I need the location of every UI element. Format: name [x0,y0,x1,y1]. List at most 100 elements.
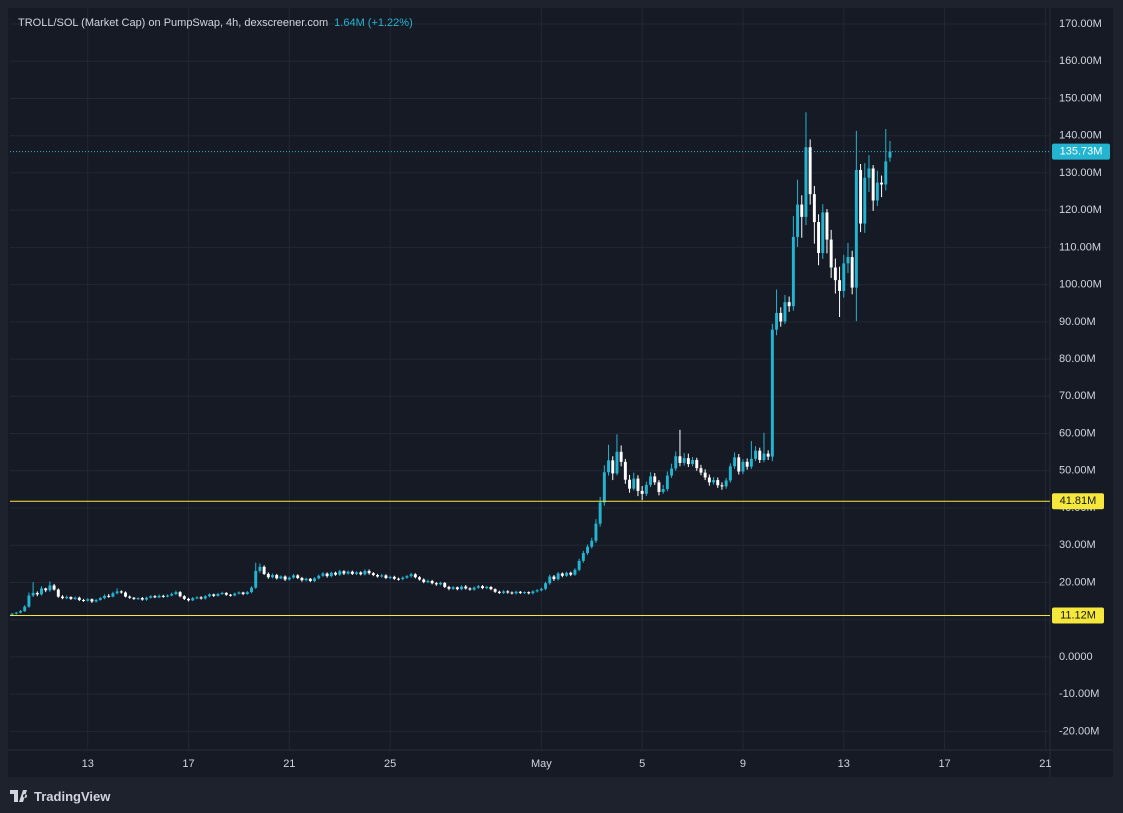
candle-body [346,571,350,574]
candle-body [833,267,837,281]
price-change: 1.64M (+1.22%) [334,17,413,29]
candle-body [61,596,64,599]
candle-body [187,598,190,601]
candle-body [31,592,35,596]
candle-body [485,586,489,589]
candle-body [220,592,224,595]
candle-body [829,239,833,268]
candle-body [733,457,737,467]
candle-body [182,596,186,599]
candle-body [787,302,791,307]
candle-body [586,546,590,554]
candle-body [619,451,623,462]
candle-body [296,575,300,578]
candle-body [611,460,615,474]
candle-body [712,480,716,483]
candle-body [216,594,220,596]
candle-body [140,598,144,600]
candle-body [367,570,371,574]
candle-body [653,476,657,483]
candle-body [73,597,77,599]
footer[interactable]: TradingView [10,787,110,805]
candle-body [178,592,182,597]
candle-body [779,312,783,322]
candle-body [716,480,720,486]
candle-body [707,477,711,483]
candle-body [199,597,203,599]
candle-body [174,592,178,595]
candle-body [523,592,527,594]
candle-body [594,523,598,541]
candle-body [665,475,669,490]
candle-body [56,589,60,597]
candle-body [434,583,438,585]
candle-body [728,466,732,481]
candle-body [313,578,316,581]
candle-body [317,575,321,579]
candle-body [119,591,123,593]
candle-body [871,168,875,201]
candle-body [497,591,501,593]
candle-body [506,591,510,593]
x-tick-label: 13 [82,758,94,770]
y-tick-label: 130.00M [1059,167,1102,179]
brand-name: TradingView [34,788,111,804]
candle-body [23,606,27,612]
y-tick-label: 170.00M [1059,18,1102,30]
candle-body [250,587,253,593]
candle-body [254,570,258,588]
candle-body [527,592,531,594]
candle-body [48,585,52,591]
candle-body [35,592,39,595]
candle-body [476,586,480,588]
candle-body [838,280,842,291]
y-tick-label: 90.00M [1059,316,1096,328]
candle-body [548,576,552,584]
candle-body [325,573,329,577]
candle-body [800,204,804,217]
candle-body [573,569,577,575]
y-tick-label: 60.00M [1059,427,1096,439]
candle-body [275,575,279,579]
candle-body [355,572,358,574]
x-tick-label: 17 [938,758,950,770]
legend-header: TROLL/SOL (Market Cap) on PumpSwap, 4h, … [18,17,413,29]
candle-body [867,168,871,178]
candle-body [745,461,749,467]
symbol-title: TROLL/SOL (Market Cap) on PumpSwap, 4h, … [18,17,329,29]
candle-body [422,579,426,583]
candle-body [208,594,211,597]
candle-body [674,456,678,469]
candle-body [388,576,392,578]
candle-body [405,576,409,578]
candle-body [796,204,800,237]
candle-body [460,586,464,590]
candle-body [581,553,585,561]
price-label-box [1052,607,1104,624]
candle-body [808,147,812,195]
candle-body [455,587,459,590]
candle-body [850,257,854,288]
candle-body [27,595,31,607]
candle-body [329,572,333,577]
candle-body [577,560,581,570]
candle-body [842,263,846,291]
y-tick-label: -10.00M [1059,688,1099,700]
candle-body [128,596,132,598]
candle-body [384,575,388,578]
candle-body [518,591,522,593]
candle-body [447,586,451,589]
candle-body [359,572,363,575]
candle-body [376,575,379,577]
price-label-box [1052,493,1104,510]
y-tick-label: 100.00M [1059,279,1102,291]
candle-body [649,476,653,485]
candle-body [224,592,228,595]
candle-body [153,596,157,598]
candle-body [350,571,354,574]
candle-body [82,599,85,601]
candle-body [880,182,884,185]
candle-body [170,594,174,596]
candle-body [552,576,556,580]
candle-body [859,169,863,224]
